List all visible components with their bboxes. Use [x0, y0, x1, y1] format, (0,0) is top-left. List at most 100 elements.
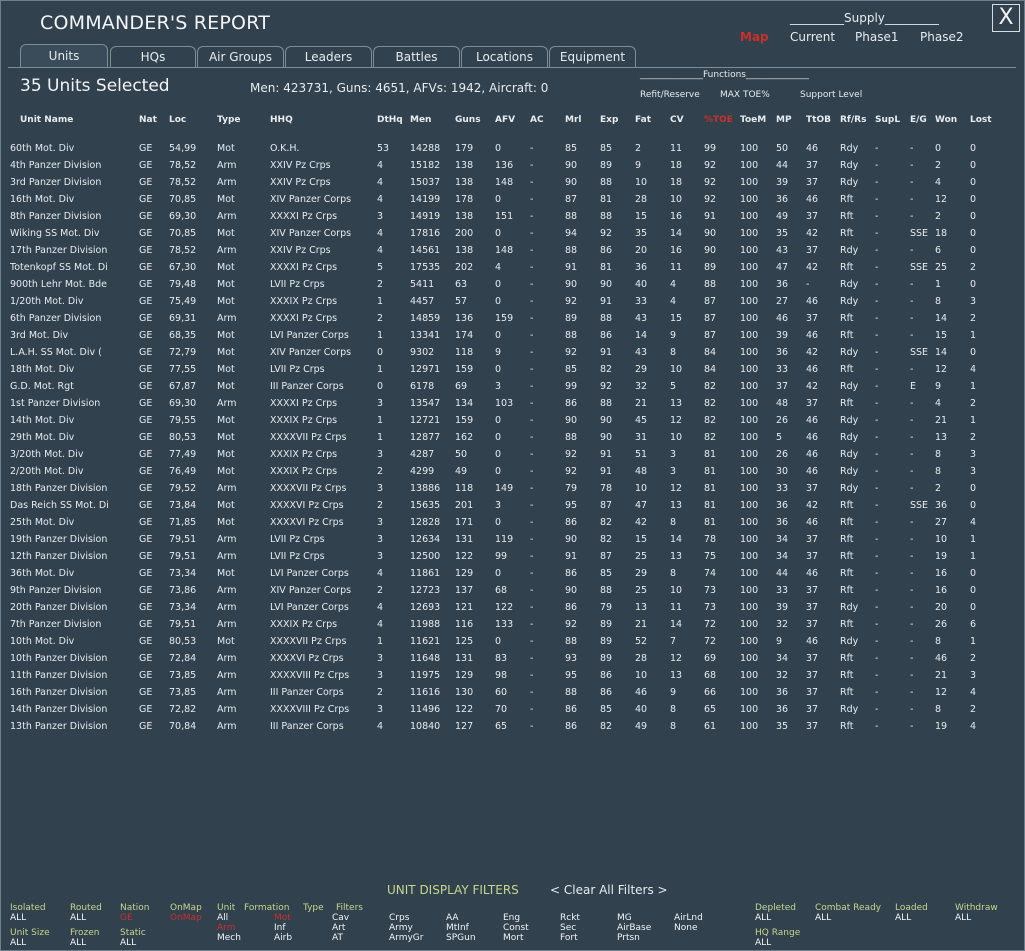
filter-mtinf[interactable]: MtInf: [446, 923, 469, 933]
filter-aa[interactable]: AA: [446, 913, 459, 923]
function-max-toe[interactable]: MAX TOE%: [720, 90, 770, 100]
table-row[interactable]: Totenkopf SS Mot. Di GE 67,30 Mot XXXXI Pz C…: [0, 259, 1025, 276]
filter-prtsn[interactable]: Prtsn: [617, 933, 640, 943]
filter-army[interactable]: Army: [389, 923, 413, 933]
table-row[interactable]: 36th Mot. Div GE 73,34 Mot LVI Panzer Corps 4…: [0, 565, 1025, 582]
table-row[interactable]: 7th Panzer Division GE 79,51 Arm XXXIX Pz Cr…: [0, 616, 1025, 633]
filter-combat-ready-value[interactable]: ALL: [815, 913, 832, 923]
table-row[interactable]: 10th Panzer Division GE 72,84 Arm XXXXVI Pz …: [0, 650, 1025, 667]
filter-eng[interactable]: Eng: [503, 913, 521, 923]
table-row[interactable]: 4th Panzer Division GE 78,52 Arm XXIV Pz Crp…: [0, 157, 1025, 174]
table-row[interactable]: 2/20th Mot. Div GE 76,49 Mot XXXIX Pz Crps 2 4…: [0, 463, 1025, 480]
table-row[interactable]: 3rd Panzer Division GE 78,52 Arm XXIV Pz Crp…: [0, 174, 1025, 191]
column-header-unit-name[interactable]: Unit Name: [20, 115, 74, 125]
table-row[interactable]: 17th Panzer Division GE 78,52 Arm XXIV Pz Cr…: [0, 242, 1025, 259]
filter-nation-value[interactable]: GE: [120, 913, 133, 923]
column-header-men[interactable]: Men: [410, 115, 432, 125]
table-row[interactable]: 25th Mot. Div GE 71,85 Mot XXXXVI Pz Crps 3 12…: [0, 514, 1025, 531]
tab-hqs[interactable]: HQs: [110, 46, 196, 67]
table-row[interactable]: 1/20th Mot. Div GE 75,49 Mot XXXIX Pz Crps 1 4…: [0, 293, 1025, 310]
filter-loaded-value[interactable]: ALL: [895, 913, 912, 923]
column-header-toem[interactable]: ToeM: [740, 115, 767, 125]
table-row[interactable]: L.A.H. SS Mot. Div (GE 72,79 Mot XIV Panzer…: [0, 344, 1025, 361]
tab-equipment[interactable]: Equipment: [549, 46, 636, 67]
column-header-mrl[interactable]: Mrl: [565, 115, 582, 125]
table-row[interactable]: 20th Panzer Division GE 73,34 Arm LVI Panzer…: [0, 599, 1025, 616]
table-row[interactable]: 11th Panzer Division GE 73,85 Arm XXXXVIII P…: [0, 667, 1025, 684]
filter-formation-airb[interactable]: Airb: [274, 933, 293, 943]
table-row[interactable]: 14th Panzer Division GE 72,82 Arm XXXXVIII P…: [0, 701, 1025, 718]
column-header-cv[interactable]: CV: [670, 115, 684, 125]
filter-spgun[interactable]: SPGun: [446, 933, 476, 943]
filter-isolated-value[interactable]: ALL: [10, 913, 27, 923]
tab-air-groups[interactable]: Air Groups: [197, 46, 284, 67]
table-row[interactable]: 16th Panzer Division GE 73,85 Arm III Panzer…: [0, 684, 1025, 701]
filter-mort[interactable]: Mort: [503, 933, 524, 943]
column-header-won[interactable]: Won: [935, 115, 958, 125]
column-header-lost[interactable]: Lost: [970, 115, 992, 125]
column-header-guns[interactable]: Guns: [455, 115, 481, 125]
column-header-ac[interactable]: AC: [530, 115, 544, 125]
column-header-exp[interactable]: Exp: [600, 115, 619, 125]
table-row[interactable]: 8th Panzer Division GE 69,30 Arm XXXXI Pz Cr…: [0, 208, 1025, 225]
table-row[interactable]: 18th Mot. Div GE 77,55 Mot LVII Pz Crps 1 1297…: [0, 361, 1025, 378]
table-row[interactable]: 900th Lehr Mot. Bde GE 79,48 Mot LVII Pz Crp…: [0, 276, 1025, 293]
filter-unit-mech[interactable]: Mech: [217, 933, 241, 943]
filter-withdraw-value[interactable]: ALL: [955, 913, 972, 923]
column-header-loc[interactable]: Loc: [169, 115, 187, 125]
column-header-fat[interactable]: Fat: [635, 115, 651, 125]
tab-units[interactable]: Units: [20, 44, 108, 67]
table-row[interactable]: 6th Panzer Division GE 69,31 Arm XXXXI Pz Cr…: [0, 310, 1025, 327]
supply-option-phase1[interactable]: Phase1: [855, 30, 899, 44]
supply-option-map[interactable]: Map: [740, 30, 769, 44]
table-row[interactable]: 13th Panzer Division GE 70,84 Arm III Panzer…: [0, 718, 1025, 735]
table-row[interactable]: 12th Panzer Division GE 79,51 Arm LVII Pz Cr…: [0, 548, 1025, 565]
filter-depleted-value[interactable]: ALL: [755, 913, 772, 923]
table-row[interactable]: G.D. Mot. Rgt GE 67,87 Mot III Panzer Corps 0…: [0, 378, 1025, 395]
table-row[interactable]: 29th Mot. Div GE 80,53 Mot XXXXVII Pz Crps 1 1…: [0, 429, 1025, 446]
column-header-type[interactable]: Type: [217, 115, 241, 125]
filter-unit-all[interactable]: All: [217, 913, 229, 923]
column-header-supl[interactable]: SupL: [875, 115, 901, 125]
table-row[interactable]: 16th Mot. Div GE 70,85 Mot XIV Panzer Corps 4…: [0, 191, 1025, 208]
tab-leaders[interactable]: Leaders: [285, 46, 372, 67]
filter-routed-value[interactable]: ALL: [70, 913, 87, 923]
filter-type-art[interactable]: Art: [332, 923, 346, 933]
column-header-nat[interactable]: Nat: [139, 115, 157, 125]
filter-none[interactable]: None: [674, 923, 698, 933]
table-row[interactable]: Das Reich SS Mot. Di GE 73,84 Mot XXXXVI Pz …: [0, 497, 1025, 514]
close-button[interactable]: X: [992, 4, 1020, 32]
filter-const[interactable]: Const: [503, 923, 529, 933]
column-header-dthq[interactable]: DtHq: [377, 115, 403, 125]
column-header-afv[interactable]: AFV: [495, 115, 516, 125]
function-refit-reserve[interactable]: Refit/Reserve: [640, 90, 700, 100]
filter-onmap-value[interactable]: OnMap: [170, 913, 202, 923]
filter-rckt[interactable]: Rckt: [560, 913, 580, 923]
tab-battles[interactable]: Battles: [373, 46, 460, 67]
column-header-e-g[interactable]: E/G: [910, 115, 927, 125]
filter-formation-mot[interactable]: Mot: [274, 913, 291, 923]
filter-sec[interactable]: Sec: [560, 923, 577, 933]
filter-unit-size-value[interactable]: ALL: [10, 938, 27, 948]
table-row[interactable]: 19th Panzer Division GE 79,51 Arm LVII Pz Cr…: [0, 531, 1025, 548]
column-header-hhq[interactable]: HHQ: [270, 115, 293, 125]
tab-locations[interactable]: Locations: [461, 46, 548, 67]
filter-armygr[interactable]: ArmyGr: [389, 933, 424, 943]
function-support-level[interactable]: Support Level: [800, 90, 863, 100]
filter-airlnd[interactable]: AirLnd: [674, 913, 703, 923]
filter-mg[interactable]: MG: [617, 913, 632, 923]
table-row[interactable]: Wiking SS Mot. Div GE 70,85 Mot XIV Panzer C…: [0, 225, 1025, 242]
table-row[interactable]: 3rd Mot. Div GE 68,35 Mot LVI Panzer Corps 1 1…: [0, 327, 1025, 344]
filter-crps[interactable]: Crps: [389, 913, 410, 923]
supply-option-phase2[interactable]: Phase2: [920, 30, 964, 44]
supply-option-current[interactable]: Current: [790, 30, 836, 44]
filter-type-at[interactable]: AT: [332, 933, 343, 943]
table-row[interactable]: 14th Mot. Div GE 79,55 Mot XXXIX Pz Crps 1 127…: [0, 412, 1025, 429]
filter-type-cav[interactable]: Cav: [332, 913, 350, 923]
column-header-toe[interactable]: %TOE: [704, 115, 733, 125]
table-row[interactable]: 3/20th Mot. Div GE 77,49 Mot XXXIX Pz Crps 3 4…: [0, 446, 1025, 463]
clear-filters-button[interactable]: < Clear All Filters >: [550, 883, 668, 897]
column-header-mp[interactable]: MP: [776, 115, 792, 125]
filter-airbase[interactable]: AirBase: [617, 923, 652, 933]
table-row[interactable]: 18th Panzer Division GE 79,52 Arm XXXXVII Pz…: [0, 480, 1025, 497]
